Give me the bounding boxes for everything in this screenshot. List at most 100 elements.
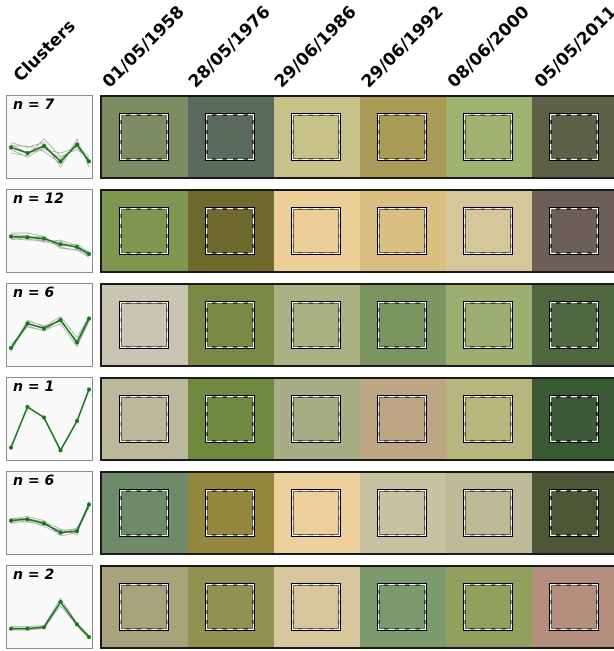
image-tile xyxy=(446,97,532,177)
roi-dashed-box xyxy=(377,583,427,631)
clusters-header: Clusters xyxy=(9,16,80,86)
cluster-profile-chart xyxy=(9,500,91,537)
image-tile xyxy=(360,473,446,553)
mean-point xyxy=(9,145,13,150)
mean-point xyxy=(75,142,79,147)
image-tile xyxy=(532,567,614,647)
image-tile xyxy=(532,97,614,177)
image-tile xyxy=(532,379,614,459)
cluster-profile-chart xyxy=(9,138,91,168)
mean-point xyxy=(9,626,13,631)
roi-dashed-box xyxy=(463,301,513,349)
roi-dashed-box xyxy=(119,207,169,255)
mean-point xyxy=(42,144,46,148)
mean-series-line xyxy=(10,235,90,255)
mean-point xyxy=(25,626,30,631)
mean-point xyxy=(87,316,91,321)
mean-point xyxy=(75,419,79,423)
roi-dashed-box xyxy=(463,113,513,161)
image-tile xyxy=(274,97,360,177)
cluster-size-label: n = 7 xyxy=(13,97,55,113)
mean-point xyxy=(87,635,91,639)
roi-dashed-box xyxy=(205,207,255,255)
cluster-size-label: n = 6 xyxy=(13,285,55,301)
mean-point xyxy=(42,415,46,420)
image-tile xyxy=(188,473,274,553)
roi-dashed-box xyxy=(549,113,599,161)
mean-point xyxy=(25,151,30,155)
roi-dashed-box xyxy=(463,489,513,537)
date-header-1: 01/05/1958 xyxy=(98,2,189,93)
mean-point xyxy=(58,242,63,247)
image-tile xyxy=(532,473,614,553)
mean-point xyxy=(87,502,91,507)
cluster-profile-chart xyxy=(9,387,91,453)
mean-point xyxy=(9,346,13,350)
image-tile xyxy=(274,379,360,459)
image-tile xyxy=(274,191,360,271)
image-tile xyxy=(446,473,532,553)
image-tile xyxy=(360,285,446,365)
image-strip-1 xyxy=(100,95,614,179)
cluster-size-label: n = 1 xyxy=(13,379,55,395)
cluster-profile-chart xyxy=(9,232,91,258)
roi-dashed-box xyxy=(463,583,513,631)
image-strip-4 xyxy=(100,377,614,461)
image-strip-5 xyxy=(100,471,614,555)
date-header-2: 28/05/1976 xyxy=(184,2,275,93)
member-series-line xyxy=(10,234,90,253)
image-tile xyxy=(360,567,446,647)
image-tile xyxy=(188,379,274,459)
image-tile xyxy=(102,191,188,271)
mean-series-line xyxy=(11,600,90,638)
roi-dashed-box xyxy=(377,395,427,443)
roi-dashed-box xyxy=(119,489,169,537)
image-tile xyxy=(446,191,532,271)
image-tile xyxy=(102,97,188,177)
mean-point xyxy=(42,625,46,630)
roi-dashed-box xyxy=(119,583,169,631)
cluster-plot-5: n = 6 xyxy=(6,471,93,555)
mean-point xyxy=(42,326,46,331)
roi-dashed-box xyxy=(377,113,427,161)
image-tile xyxy=(532,191,614,271)
image-tile xyxy=(532,285,614,365)
roi-dashed-box xyxy=(549,583,599,631)
roi-dashed-box xyxy=(205,489,255,537)
cluster-plot-2: n = 12 xyxy=(6,189,93,273)
roi-dashed-box xyxy=(549,207,599,255)
roi-dashed-box xyxy=(549,301,599,349)
mean-point xyxy=(25,321,30,326)
roi-dashed-box xyxy=(549,395,599,443)
roi-dashed-box xyxy=(119,395,169,443)
mean-point xyxy=(58,159,63,164)
roi-dashed-box xyxy=(291,583,341,631)
mean-point xyxy=(87,252,91,256)
mean-point xyxy=(58,600,63,604)
mean-point xyxy=(25,235,30,240)
mean-series-line xyxy=(10,318,90,349)
member-series-line xyxy=(10,138,90,159)
roi-dashed-box xyxy=(377,207,427,255)
image-strip-2 xyxy=(100,189,614,273)
image-tile xyxy=(102,285,188,365)
roi-dashed-box xyxy=(205,583,255,631)
roi-dashed-box xyxy=(291,489,341,537)
mean-point xyxy=(58,530,63,535)
image-tile xyxy=(360,97,446,177)
image-tile xyxy=(446,567,532,647)
mean-point xyxy=(9,234,13,239)
mean-series-line xyxy=(10,389,90,453)
cluster-plot-3: n = 6 xyxy=(6,283,93,367)
image-tile xyxy=(102,379,188,459)
mean-point xyxy=(58,318,63,322)
image-tile xyxy=(274,567,360,647)
mean-point xyxy=(25,405,30,409)
mean-point xyxy=(75,622,79,627)
roi-dashed-box xyxy=(205,395,255,443)
cluster-plot-1: n = 7 xyxy=(6,95,93,179)
roi-dashed-box xyxy=(119,301,169,349)
mean-point xyxy=(75,340,79,345)
date-header-5: 08/06/2000 xyxy=(443,2,534,93)
roi-dashed-box xyxy=(463,395,513,443)
